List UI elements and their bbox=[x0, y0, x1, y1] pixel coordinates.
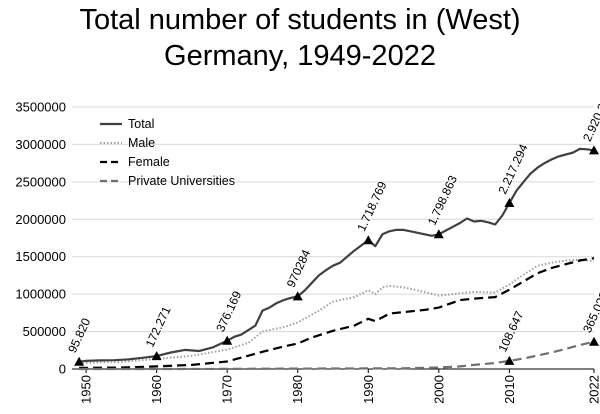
data-marker bbox=[363, 235, 374, 245]
data-marker bbox=[504, 198, 515, 207]
y-tick-label: 2000000 bbox=[15, 212, 66, 227]
x-tick-label: 2010 bbox=[502, 375, 517, 404]
gridlines bbox=[72, 106, 594, 333]
y-axis-ticks: 0 500000 1000000 1500000 2000000 2500000 30000… bbox=[15, 100, 66, 377]
data-marker bbox=[74, 356, 85, 366]
series-line-female bbox=[79, 257, 595, 369]
series-line-private-universities bbox=[79, 340, 595, 371]
x-tick-label: 1990 bbox=[361, 375, 376, 404]
data-marker bbox=[292, 291, 303, 301]
legend-label: Total bbox=[128, 117, 154, 131]
data-markers bbox=[74, 145, 599, 366]
data-label: 970284 bbox=[284, 247, 314, 290]
data-label: 365.022 bbox=[580, 289, 600, 335]
x-tick-label: 2000 bbox=[431, 375, 446, 404]
data-label: 95.820 bbox=[65, 316, 93, 355]
legend-label: Male bbox=[128, 136, 155, 150]
data-label: 376.169 bbox=[213, 289, 244, 335]
data-marker bbox=[589, 145, 599, 155]
data-marker bbox=[151, 351, 162, 361]
data-label: 2.217.294 bbox=[495, 142, 530, 197]
x-tick-label: 1980 bbox=[290, 375, 305, 404]
data-marker bbox=[589, 336, 599, 346]
x-tick-label: 1960 bbox=[149, 375, 164, 404]
data-marker bbox=[433, 229, 444, 239]
x-axis-ticks: 1950 1960 1970 1980 1990 2000 2010 2022 bbox=[79, 369, 600, 404]
chart-title: Total number of students in (West) Germa… bbox=[0, 2, 600, 74]
chart-title-line-2: Germany, 1949-2022 bbox=[164, 40, 436, 72]
y-tick-label: 1000000 bbox=[15, 287, 66, 302]
y-tick-label: 3500000 bbox=[15, 100, 66, 115]
y-tick-label: 0 bbox=[59, 362, 66, 377]
data-marker bbox=[222, 335, 233, 345]
legend: Total Male Female Private Universities bbox=[100, 117, 235, 188]
data-label: 1.718.769 bbox=[354, 179, 389, 234]
legend-label: Female bbox=[128, 155, 170, 169]
x-tick-label: 1970 bbox=[220, 375, 235, 404]
data-label: 172.271 bbox=[143, 304, 174, 350]
y-tick-label: 500000 bbox=[23, 324, 66, 339]
chart-title-line-1: Total number of students in (West) bbox=[79, 4, 521, 36]
y-tick-label: 1500000 bbox=[15, 249, 66, 264]
x-tick-label: 2022 bbox=[587, 375, 600, 404]
x-tick-label: 1950 bbox=[79, 375, 94, 404]
y-tick-label: 2500000 bbox=[15, 174, 66, 189]
data-marker bbox=[504, 355, 515, 365]
legend-label: Private Universities bbox=[128, 174, 235, 188]
y-tick-label: 3000000 bbox=[15, 137, 66, 152]
data-label: 2.920.263 bbox=[580, 89, 600, 144]
